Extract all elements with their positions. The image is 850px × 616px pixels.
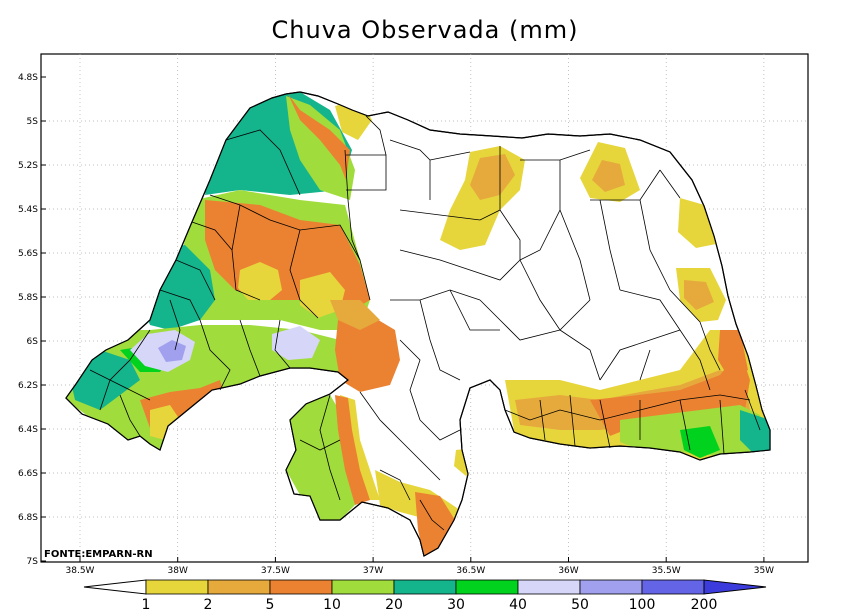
legend-swatch [393,579,457,595]
map-title: Chuva Observada (mm) [271,16,579,44]
legend-swatch [269,579,333,595]
latitude-axis: 4.8S 5S 5.2S 5.4S 5.6S 5.8S 6S 6.2S 6.4S 6.6S 6.8S… [18,73,46,567]
lat-tick-label: 5.2S [18,161,38,171]
legend-swatch [145,579,209,595]
lat-tick-label: 6.2S [18,381,38,391]
zone-1-2-southwest [150,405,180,440]
legend-swatch [331,579,395,595]
lon-tick-label: 37.5W [261,566,290,576]
legend-label: 50 [571,597,589,613]
source-label: FONTE:EMPARN-RN [44,549,153,560]
legend-label: 2 [204,597,213,613]
lon-tick-label: 36W [558,566,578,576]
zone-5-10-north-strip [288,94,350,180]
lat-tick-label: 4.8S [18,73,38,83]
lon-tick-label: 38.5W [66,566,95,576]
zone-2-5-central [330,300,380,330]
lat-tick-label: 6.8S [18,513,38,523]
color-legend: 1 2 5 10 20 30 40 50 100 200 [83,579,767,613]
zone-5-10-east-edge [718,330,748,380]
longitude-axis: 38.5W 38W 37.5W 37W 36.5W 36W 35.5W 35W [66,557,774,576]
legend-label: 100 [629,597,656,613]
zone-20-30-southeast [740,410,770,452]
lon-tick-label: 35.5W [652,566,681,576]
legend-label: 10 [323,597,341,613]
lon-tick-label: 37W [363,566,383,576]
legend-swatch [641,579,705,595]
zone-1-2-west-center [238,262,282,300]
lon-tick-label: 36.5W [456,566,485,576]
legend-label: 20 [385,597,403,613]
lon-tick-label: 35W [754,566,774,576]
lon-tick-label: 38W [168,566,188,576]
legend-swatch [579,579,643,595]
lat-tick-label: 5.6S [18,249,38,259]
zone-2-5-east-coast-b [684,280,714,310]
state-border [65,91,771,557]
legend-label: 40 [509,597,527,613]
legend-label: 1 [142,597,151,613]
zone-5-10-south [335,395,370,505]
legend-label: 200 [691,597,718,613]
zone-50-100-center [272,326,320,360]
lat-tick-label: 6.6S [18,469,38,479]
legend-swatch [207,579,271,595]
lat-tick-label: 6S [27,337,39,347]
legend-arrow-high [703,579,767,595]
municipal-boundaries [89,115,761,531]
zone-5-10-central [335,315,400,392]
zone-2-5-northeast-b [592,160,625,192]
zone-2-5-northeast-a [470,154,515,200]
lat-tick-label: 5.4S [18,205,38,215]
lat-tick-label: 5S [27,117,39,127]
legend-label: 5 [266,597,275,613]
lat-tick-label: 5.8S [18,293,38,303]
legend-arrow-low [83,579,147,595]
legend-swatch [517,579,581,595]
legend-swatch [455,579,519,595]
legend-label: 30 [447,597,465,613]
lat-tick-label: 7S [27,557,39,567]
zone-100-200-west [158,340,186,362]
lat-tick-label: 6.4S [18,425,38,435]
